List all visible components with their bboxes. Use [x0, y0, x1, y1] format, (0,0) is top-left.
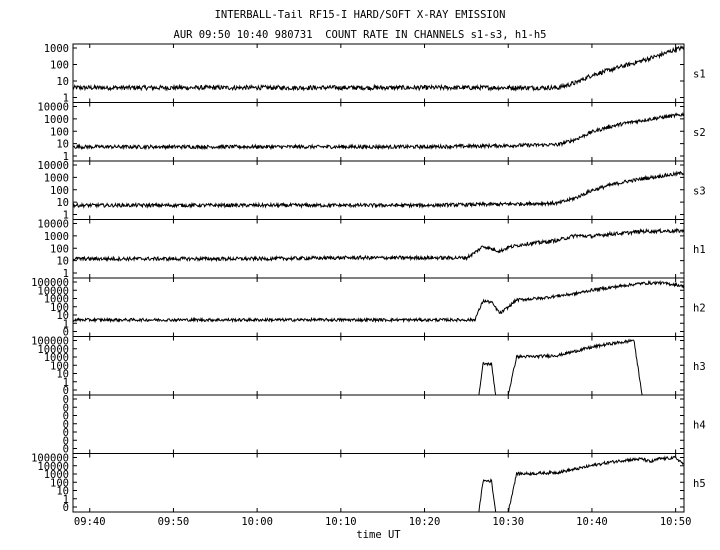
panel-label-s2: s2	[693, 127, 706, 139]
x-tick-label: 10:00	[241, 516, 273, 528]
y-tick-label-h5: 10000	[37, 461, 69, 473]
y-tick-label-h5: 1	[63, 494, 69, 506]
y-tick-label-s2: 10	[56, 139, 69, 151]
series-line-h2	[72, 280, 685, 324]
y-tick-label-s1: 1	[63, 93, 69, 105]
y-tick-label-h3: 1	[63, 377, 69, 389]
y-tick-label-h5: 1000	[44, 469, 69, 481]
y-tick-label-h3: 100	[50, 360, 69, 372]
x-tick-label: 10:40	[576, 516, 608, 528]
y-tick-label-h1: 1000	[44, 231, 69, 243]
y-tick-label-h5: 10	[56, 486, 69, 498]
y-tick-label-h4: 0	[63, 411, 69, 423]
panel-label-s1: s1	[693, 68, 706, 80]
panel-label-h1: h1	[693, 244, 706, 256]
y-tick-label-s1: 1000	[44, 43, 69, 55]
y-tick-label-h4: 0	[63, 427, 69, 439]
y-tick-label-s2: 100	[50, 126, 69, 138]
x-tick-label: 10:50	[660, 516, 692, 528]
panel-frame-h2	[72, 277, 685, 337]
y-tick-label-s2: 1000	[44, 114, 69, 126]
chart-subtitle: AUR 09:50 10:40 980731 COUNT RATE IN CHA…	[173, 29, 547, 41]
x-tick-label: 10:30	[492, 516, 524, 528]
panel-label-h5: h5	[693, 478, 706, 490]
y-tick-label-h2: 10000	[37, 285, 69, 297]
series-line-s2	[72, 111, 685, 151]
y-tick-label-h5: 0	[63, 502, 69, 514]
chart-title: INTERBALL-Tail RF15-I HARD/SOFT X-RAY EM…	[214, 9, 506, 21]
y-tick-label-h4: 0	[63, 419, 69, 431]
x-tick-label: 09:50	[158, 516, 190, 528]
y-tick-label-h5: 100000	[31, 453, 69, 465]
x-tick-label: 09:40	[74, 516, 106, 528]
panel-frame-h3	[72, 336, 685, 396]
y-tick-label-h1: 10000	[37, 219, 69, 231]
panel-label-h4: h4	[693, 419, 706, 431]
y-tick-label-s2: 10000	[37, 102, 69, 114]
y-tick-label-h2: 100000	[31, 277, 69, 289]
panel-frame-h4	[72, 394, 685, 454]
y-tick-label-s3: 10	[56, 197, 69, 209]
y-tick-label-h4: 0	[63, 394, 69, 406]
y-tick-label-h2: 1	[63, 318, 69, 330]
y-tick-label-h4: 0	[63, 444, 69, 456]
y-tick-label-s3: 100	[50, 185, 69, 197]
series-line-h3	[478, 338, 643, 396]
x-tick-label: 10:20	[409, 516, 441, 528]
y-tick-label-h1: 1	[63, 268, 69, 280]
y-tick-label-s3: 1000	[44, 172, 69, 184]
y-tick-label-h1: 100	[50, 243, 69, 255]
panel-frame-h5	[72, 453, 685, 513]
y-tick-label-h3: 0	[63, 385, 69, 397]
panel-frame-s1	[72, 43, 685, 103]
y-tick-label-s3: 1	[63, 210, 69, 222]
y-tick-label-h3: 100000	[31, 336, 69, 348]
y-tick-label-h2: 10	[56, 310, 69, 322]
y-tick-label-h1: 10	[56, 256, 69, 268]
y-tick-label-h3: 10	[56, 369, 69, 381]
y-tick-label-s2: 1	[63, 151, 69, 163]
panel-label-s3: s3	[693, 185, 706, 197]
series-line-s3	[72, 170, 685, 209]
y-tick-label-h3: 10000	[37, 344, 69, 356]
series-line-h5	[478, 455, 685, 513]
x-axis-label: time UT	[356, 529, 401, 541]
series-line-h1	[72, 227, 685, 263]
y-tick-label-h4: 0	[63, 435, 69, 447]
y-tick-label-s1: 100	[50, 60, 69, 72]
y-tick-label-h2: 100	[50, 302, 69, 314]
y-tick-label-h3: 1000	[44, 352, 69, 364]
panel-label-h2: h2	[693, 302, 706, 314]
y-tick-label-h2: 0	[63, 327, 69, 339]
y-tick-label-s1: 10	[56, 76, 69, 88]
panel-frame-h1	[72, 219, 685, 279]
y-tick-label-s3: 10000	[37, 160, 69, 172]
y-tick-label-h5: 100	[50, 477, 69, 489]
y-tick-label-h4: 0	[63, 402, 69, 414]
y-tick-label-h2: 1000	[44, 294, 69, 306]
panel-label-h3: h3	[693, 361, 706, 373]
series-line-s1	[72, 44, 685, 92]
x-tick-label: 10:10	[325, 516, 357, 528]
